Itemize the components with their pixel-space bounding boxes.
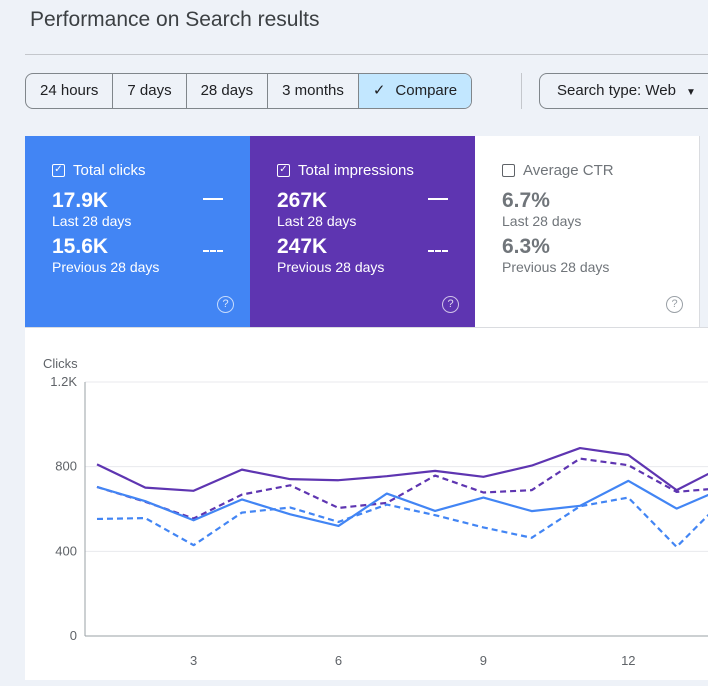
card-total-impressions[interactable]: ✓ Total impressions 267K Last 28 days 247… <box>250 136 475 327</box>
solid-line-legend-icon <box>428 198 448 200</box>
current-value: 267K <box>277 189 328 212</box>
series-line <box>96 479 708 528</box>
y-tick-label: 800 <box>55 459 77 474</box>
chart-svg: Clicks 0 400 800 1.2K 3 6 9 12 <box>43 356 708 668</box>
range-7-days[interactable]: 7 days <box>113 74 187 108</box>
search-type-dropdown[interactable]: Search type: Web ▼ <box>539 73 708 109</box>
series-line <box>96 457 708 520</box>
checkbox-unchecked-icon[interactable] <box>502 164 515 177</box>
dropdown-arrow-icon: ▼ <box>685 87 696 98</box>
y-axis-label: Clicks <box>43 356 78 371</box>
solid-line-legend-icon <box>203 198 223 200</box>
help-icon[interactable]: ? <box>666 296 683 313</box>
previous-label: Previous 28 days <box>52 259 160 275</box>
page-title: Performance on Search results <box>30 8 320 31</box>
series-line <box>96 496 708 548</box>
range-28-days[interactable]: 28 days <box>187 74 269 108</box>
y-tick-label: 0 <box>70 628 77 643</box>
card-total-clicks[interactable]: ✓ Total clicks 17.9K Last 28 days 15.6K P… <box>25 136 250 327</box>
dashed-line-legend-icon <box>428 250 448 252</box>
check-icon: ✓ <box>372 82 386 99</box>
current-label: Last 28 days <box>52 213 132 229</box>
y-tick-label: 1.2K <box>50 374 77 389</box>
x-tick-label: 9 <box>480 653 487 668</box>
checkbox-checked-icon[interactable]: ✓ <box>277 164 290 177</box>
x-tick-label: 12 <box>621 653 635 668</box>
current-value: 17.9K <box>52 189 109 212</box>
x-tick-label: 3 <box>190 653 197 668</box>
current-value: 6.7% <box>502 189 550 212</box>
series-line <box>96 446 708 492</box>
previous-value: 15.6K <box>52 235 109 258</box>
previous-value: 6.3% <box>502 235 550 258</box>
performance-chart: Clicks 0 400 800 1.2K 3 6 9 12 <box>25 327 708 680</box>
current-label: Last 28 days <box>502 213 582 229</box>
help-icon[interactable]: ? <box>217 296 234 313</box>
dashed-line-legend-icon <box>203 250 223 252</box>
range-3-months[interactable]: 3 months <box>268 74 359 108</box>
current-label: Last 28 days <box>277 213 357 229</box>
checkbox-checked-icon[interactable]: ✓ <box>52 164 65 177</box>
range-24-hours[interactable]: 24 hours <box>26 74 114 108</box>
previous-label: Previous 28 days <box>502 259 610 275</box>
x-tick-label: 6 <box>335 653 342 668</box>
date-range-selector: 24 hours 7 days 28 days 3 months ✓ Compar… <box>25 73 473 109</box>
compare-button[interactable]: ✓ Compare <box>358 74 472 108</box>
previous-value: 247K <box>277 235 328 258</box>
previous-label: Previous 28 days <box>277 259 385 275</box>
help-icon[interactable]: ? <box>442 296 459 313</box>
divider <box>25 54 708 55</box>
y-tick-label: 400 <box>55 543 77 558</box>
separator <box>521 73 522 109</box>
card-average-ctr[interactable]: Average CTR 6.7% Last 28 days 6.3% Previ… <box>475 136 700 327</box>
